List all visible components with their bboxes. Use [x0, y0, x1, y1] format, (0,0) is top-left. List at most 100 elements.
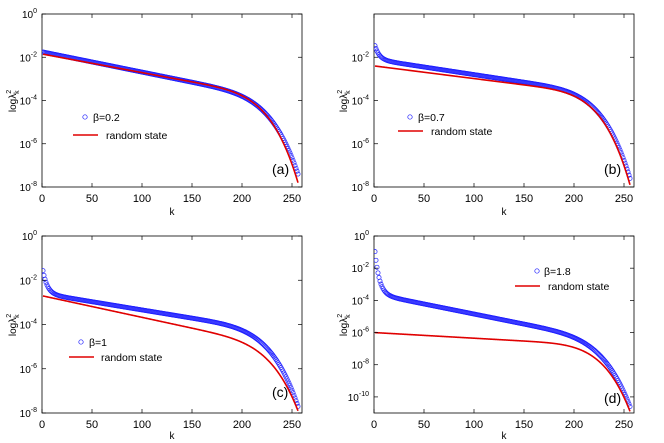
y-tick-label: 10-6 [20, 363, 37, 376]
legend-marker-label-d: β=1.8 [544, 266, 571, 278]
data-point [378, 281, 384, 287]
y-tick-label: 100 [354, 230, 369, 243]
series-line-random-state [374, 65, 631, 186]
panel-b-frame [373, 13, 635, 188]
y-tick-label: 10-4 [20, 319, 37, 332]
panel-d-frame [373, 235, 635, 414]
x-tick-label: 200 [565, 193, 583, 205]
series-line-random-state [374, 331, 631, 412]
data-point [374, 257, 379, 263]
panel-a-ylabel: logλ2k [6, 90, 21, 112]
panel-d-legend: β=1.8 random state [515, 266, 609, 293]
x-tick-label: 0 [371, 193, 377, 205]
y-tick-label: 10-4 [20, 95, 37, 108]
panel-c-plot [42, 268, 301, 412]
legend-marker-d [534, 268, 540, 274]
y-tick-label: 10-8 [352, 359, 369, 372]
legend-marker-label-a: β=0.2 [93, 112, 120, 124]
y-tick-label: 10-8 [20, 407, 37, 420]
x-tick-label: 150 [183, 193, 201, 205]
panel-c-legend: β=1 random state [69, 337, 162, 364]
x-tick-label: 250 [283, 193, 301, 205]
panel-b-plot [374, 43, 633, 186]
panel-b: 0 50 100 150 200 250 10-2 10-4 10-6 10-8 k logλ2… [337, 13, 635, 218]
legend-line-label-a: random state [106, 130, 167, 142]
panel-c: 0 50 100 150 200 250 100 10-2 10-4 10-6 10-8 k lo… [6, 230, 303, 442]
y-tick-label: 10-10 [348, 391, 369, 404]
data-point [42, 268, 46, 274]
panel-a-xlabel: k [170, 207, 176, 218]
panel-a-xticks: 0 50 100 150 200 250 [39, 14, 301, 205]
y-tick-label: 10-4 [352, 95, 369, 108]
y-tick-label: 10-6 [352, 138, 369, 151]
panel-d: 0 50 100 150 200 250 100 10-2 10-4 10-6 10-8 10-10… [337, 230, 635, 442]
legend-line-label-d: random state [548, 281, 609, 293]
data-point [285, 378, 291, 384]
x-tick-label: 250 [615, 419, 633, 431]
panel-c-yticks: 100 10-2 10-4 10-6 10-8 [20, 230, 302, 420]
y-tick-label: 10-8 [20, 181, 37, 194]
panel-a-legend: β=0.2 random state [73, 112, 167, 142]
x-tick-label: 50 [86, 419, 98, 431]
x-tick-label: 250 [283, 419, 301, 431]
data-point [374, 43, 378, 49]
x-tick-label: 150 [183, 419, 201, 431]
x-tick-label: 150 [515, 419, 533, 431]
x-tick-label: 150 [515, 193, 533, 205]
y-tick-label: 10-6 [352, 327, 369, 340]
data-point [377, 278, 383, 284]
y-tick-label: 100 [22, 230, 37, 243]
panel-a-label: (a) [272, 161, 289, 177]
panel-c-label: (c) [272, 384, 288, 400]
y-tick-label: 10-2 [20, 51, 37, 64]
panel-b-xlabel: k [502, 207, 508, 218]
x-tick-label: 100 [465, 419, 483, 431]
panel-c-xlabel: k [170, 431, 176, 442]
x-tick-label: 0 [371, 419, 377, 431]
panel-c-xticks: 0 50 100 150 200 250 [39, 236, 301, 431]
panel-d-yticks: 100 10-2 10-4 10-6 10-8 10-10 [348, 230, 634, 404]
x-tick-label: 200 [233, 419, 251, 431]
x-tick-label: 0 [39, 419, 45, 431]
panel-d-plot [374, 249, 633, 412]
y-tick-label: 10-6 [20, 138, 37, 151]
data-point [287, 383, 293, 388]
x-tick-label: 200 [233, 193, 251, 205]
panel-b-yticks: 10-2 10-4 10-6 10-8 [352, 51, 634, 194]
series-line-random-state [42, 295, 299, 412]
x-tick-label: 50 [86, 193, 98, 205]
legend-marker-b [407, 114, 413, 120]
x-tick-label: 50 [418, 193, 430, 205]
legend-marker-label-c: β=1 [89, 337, 107, 349]
y-tick-label: 10-4 [352, 294, 369, 307]
x-tick-label: 200 [565, 419, 583, 431]
y-tick-label: 10-2 [352, 262, 369, 275]
panel-d-xlabel: k [502, 431, 508, 442]
y-tick-label: 10-2 [20, 274, 37, 287]
panel-a-yticks: 100 10-2 10-4 10-6 10-8 [20, 8, 302, 194]
panel-b-legend: β=0.7 random state [398, 112, 492, 138]
panel-b-ylabel: logλ2k [337, 90, 352, 112]
series-line-random-state [42, 53, 299, 183]
panel-d-label: (d) [604, 390, 621, 406]
legend-line-label-b: random state [431, 126, 492, 138]
panel-a: 0 50 100 150 200 250 100 10-2 10-4 10-6 10-8 k lo… [6, 8, 303, 218]
data-point [374, 264, 380, 270]
legend-marker-a [82, 114, 88, 120]
x-tick-label: 50 [418, 419, 430, 431]
data-point [374, 249, 378, 255]
data-point [289, 387, 295, 393]
legend-marker-c [78, 339, 84, 345]
panel-d-xticks: 0 50 100 150 200 250 [371, 236, 633, 431]
data-point [375, 270, 381, 276]
data-point [288, 385, 294, 391]
panel-a-plot [42, 49, 301, 183]
legend-marker-label-b: β=0.7 [418, 112, 445, 124]
y-tick-label: 100 [22, 8, 37, 21]
x-tick-label: 250 [615, 193, 633, 205]
panel-b-xticks: 0 50 100 150 200 250 [371, 14, 633, 205]
y-tick-label: 10-8 [352, 181, 369, 194]
data-point [42, 276, 48, 282]
panel-c-ylabel: logλ2k [6, 314, 21, 336]
x-tick-label: 100 [133, 193, 151, 205]
